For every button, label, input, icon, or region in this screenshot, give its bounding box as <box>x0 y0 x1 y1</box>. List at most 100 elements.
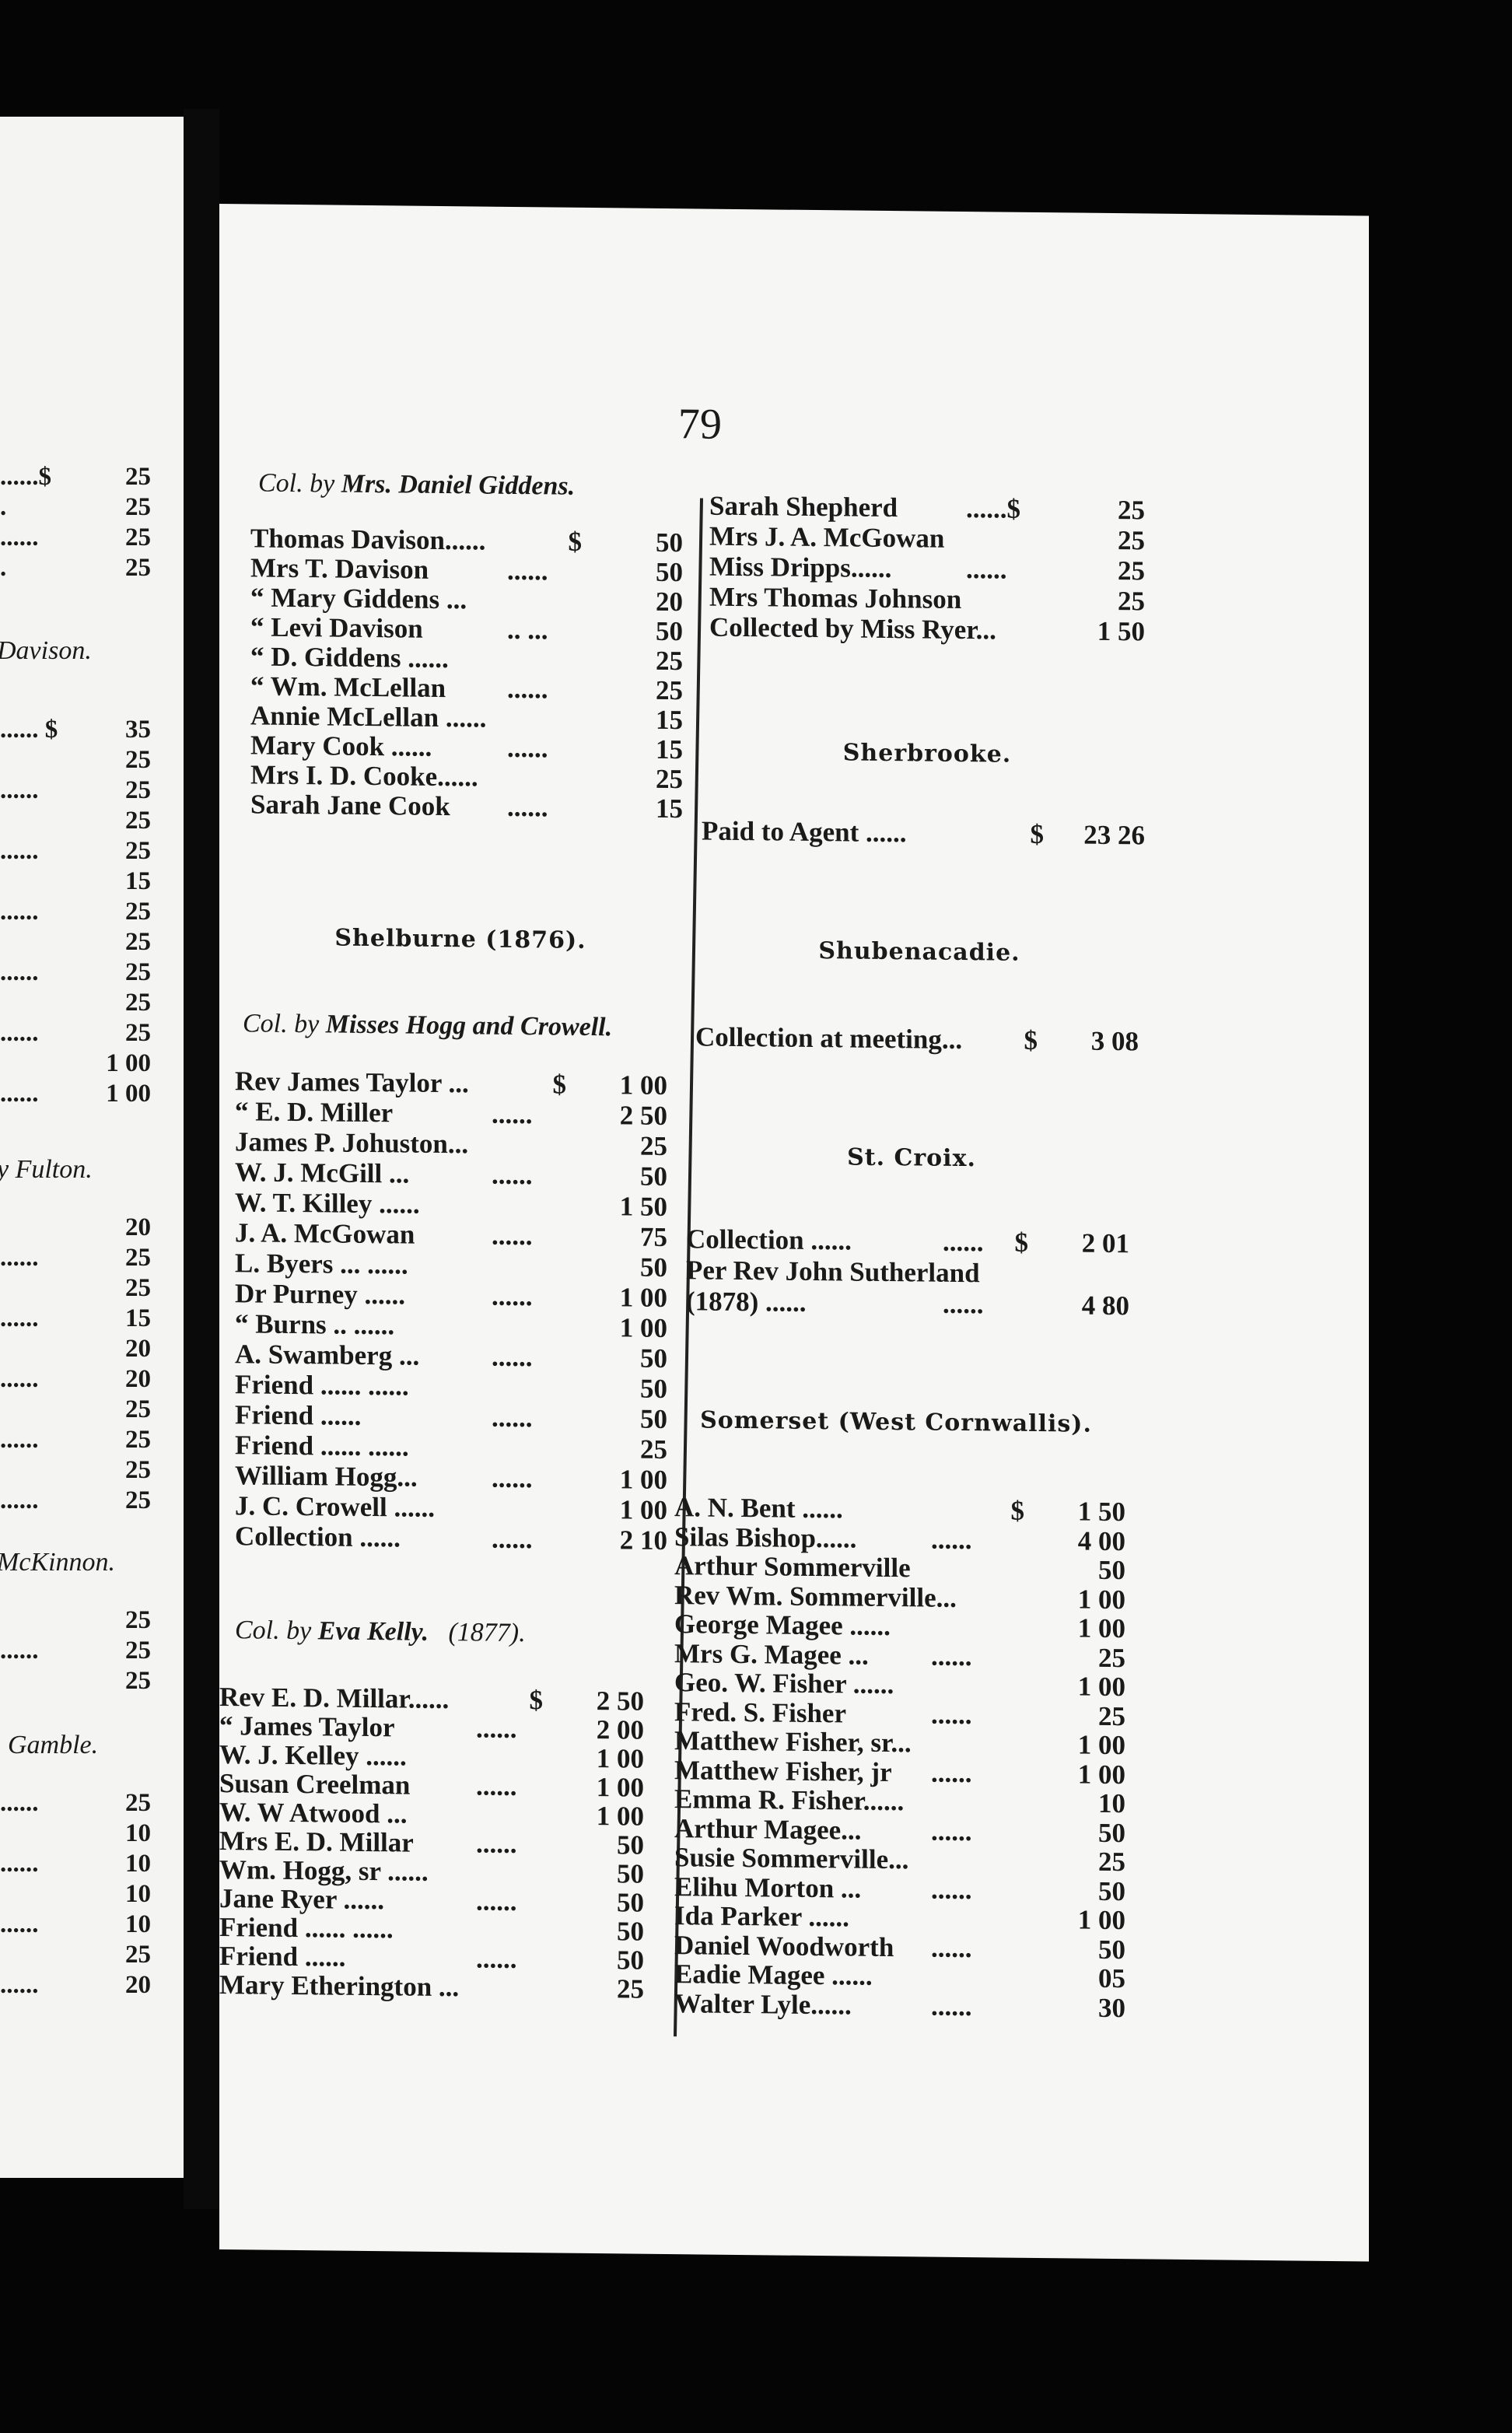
contribution-row: “ D. Giddens ...... 25 <box>250 641 683 676</box>
contributor-name: Paid to Agent ...... <box>702 815 907 849</box>
contribution-row: W. J. McGill ......... 50 <box>235 1157 667 1192</box>
facing-page-row: 25 <box>0 1606 190 1637</box>
amount: 50 <box>656 556 683 588</box>
facing-page-row: 25 <box>0 1274 190 1304</box>
dot-leader: ...... <box>0 1486 39 1514</box>
collector-name: Mrs. Daniel Giddens. <box>341 469 576 501</box>
amount: 20 <box>125 1213 151 1241</box>
facing-page-row: 1 00 <box>0 1049 190 1080</box>
contributor-name: Sarah Shepherd <box>709 490 898 523</box>
contributor-name: Friend ...... ...... <box>219 1912 394 1945</box>
facing-page-row: 25 <box>0 746 190 776</box>
contributor-name: “ Levi Davison <box>250 611 423 644</box>
amount: 10 <box>1098 1787 1125 1819</box>
contributor-name: Friend ...... ...... <box>235 1430 409 1462</box>
contributor-name: Sarah Jane Cook <box>250 789 450 822</box>
amount: 20 <box>125 1335 151 1363</box>
dot-leader: ...... <box>0 1850 39 1878</box>
st-croix-heading: St. Croix. <box>847 1143 976 1173</box>
amount: 1 00 <box>619 1494 667 1526</box>
contributor-name: Silas Bishop...... <box>674 1521 857 1554</box>
sherbrooke-heading: Sherbrooke. <box>842 739 1012 768</box>
contributor-name: Collection at meeting... <box>695 1021 963 1055</box>
dot-leader: ...... <box>492 1159 533 1191</box>
contribution-row: A. N. Bent ...... $1 50 <box>674 1492 1125 1527</box>
amount: 1 00 <box>619 1312 667 1344</box>
somerset-list: A. N. Bent ...... $1 50 Silas Bishop......… <box>674 1492 1125 2023</box>
amount: 25 <box>640 1130 667 1162</box>
amount: 1 00 <box>106 1080 151 1108</box>
contributor-name: J. A. McGowan <box>235 1217 415 1250</box>
contribution-row: Arthur Magee......... 50 <box>674 1813 1125 1848</box>
dot-leader: ...... <box>931 1815 972 1847</box>
contribution-row: A. Swamberg ......... 50 <box>235 1339 667 1374</box>
contribution-row: Mrs J. A. McGowan 25 <box>709 521 1145 556</box>
sherbrooke-list: Paid to Agent ...... $23 26 <box>702 815 1145 850</box>
contribution-row: Emma R. Fisher...... 10 <box>674 1784 1125 1819</box>
contribution-row: Ida Parker ...... 1 00 <box>674 1900 1125 1936</box>
amount: 25 <box>1098 1642 1125 1673</box>
giddens-subheading: Col. by Mrs. Daniel Giddens. <box>258 469 575 502</box>
amount: 25 <box>1118 586 1145 617</box>
dot-leader: ...... <box>0 837 39 865</box>
facing-page-row: ...... 20 <box>0 1365 190 1395</box>
contribution-row: “ E. D. Miller...... 2 50 <box>235 1096 667 1131</box>
facing-page-row: 25 <box>0 928 190 958</box>
book-gutter <box>184 109 219 2209</box>
facing-page-heading: Gamble. <box>8 1731 99 1759</box>
contributor-name: Mrs G. Magee ... <box>674 1637 869 1671</box>
amount: 10 <box>125 1910 151 1938</box>
amount: 4 00 <box>1077 1525 1125 1556</box>
subheading-prefix: Col. by <box>243 1009 326 1039</box>
amount: 25 <box>125 1395 151 1423</box>
dot-leader: ...... <box>931 1524 972 1555</box>
facing-page-row: . 25 <box>0 554 190 584</box>
facing-page-block: 25...... 25 25 <box>0 1606 190 1697</box>
contributor-name: James P. Johuston... <box>235 1126 469 1160</box>
amount: 1 00 <box>1077 1904 1125 1936</box>
subheading-prefix: Col. by <box>235 1616 318 1646</box>
contributor-name: Elihu Morton ... <box>674 1871 862 1904</box>
amount: 2 10 <box>619 1525 667 1556</box>
contributor-name: A. N. Bent ...... <box>674 1492 843 1525</box>
contribution-row: Mrs T. Davison...... 50 <box>250 552 683 588</box>
contribution-row: Thomas Davison...... $50 <box>250 523 683 558</box>
contribution-row: Silas Bishop............ 4 00 <box>674 1521 1125 1556</box>
facing-page-row: ...... 25 <box>0 776 190 807</box>
amount: 25 <box>125 1019 151 1047</box>
contribution-row: “ James Taylor...... 2 00 <box>219 1710 644 1745</box>
amount: 10 <box>125 1819 151 1847</box>
hogg-list: Rev James Taylor ... $1 00 “ E. D. Miller… <box>235 1066 667 1556</box>
contributor-name: William Hogg... <box>235 1460 418 1493</box>
amount: 25 <box>125 1486 151 1514</box>
dot-leader: ...... <box>943 1288 984 1320</box>
dot-leader: ...... <box>943 1226 984 1258</box>
contribution-row: Geo. W. Fisher ...... 1 00 <box>674 1667 1125 1702</box>
contribution-row: Mrs Thomas Johnson 25 <box>709 582 1145 617</box>
amount: 25 <box>125 1637 151 1665</box>
facing-page-block: ...... 25 10...... 10 10...... 10 25...... 20 <box>0 1789 190 2001</box>
facing-page-row: ...... 20 <box>0 1971 190 2001</box>
amount: 25 <box>125 989 151 1017</box>
facing-page-fragment: ......$ 25. 25...... 25. 25 Davison. ...... … <box>0 117 190 2178</box>
kelly-list: Rev E. D. Millar...... $2 50 “ James Tayl… <box>219 1682 644 2004</box>
facing-page-heading: McKinnon. <box>0 1548 116 1577</box>
amount: 15 <box>656 704 683 736</box>
amount: 25 <box>125 898 151 926</box>
facing-page-row: ...... 1 00 <box>0 1080 190 1110</box>
dot-leader: ...... <box>0 1910 39 1938</box>
amount: 25 <box>125 1456 151 1484</box>
dot-leader: ...... <box>0 776 39 804</box>
collector-name: Misses Hogg and Crowell. <box>325 1010 613 1042</box>
amount: 20 <box>125 1365 151 1393</box>
contributor-name: W. J. Kelley ...... <box>219 1739 407 1772</box>
dot-leader: ...... <box>0 1365 39 1393</box>
contribution-row: W. J. Kelley ...... 1 00 <box>219 1739 644 1774</box>
contributor-name: Per Rev John Sutherland <box>686 1255 980 1289</box>
currency-sign: $ <box>529 1685 544 1716</box>
contribution-row: Sarah Shepherd ......$ 25 <box>709 491 1145 526</box>
amount: 25 <box>125 1426 151 1454</box>
contributor-name: Walter Lyle...... <box>674 1987 852 2021</box>
amount: 25 <box>125 1667 151 1695</box>
amount: 3 08 <box>1090 1025 1139 1057</box>
